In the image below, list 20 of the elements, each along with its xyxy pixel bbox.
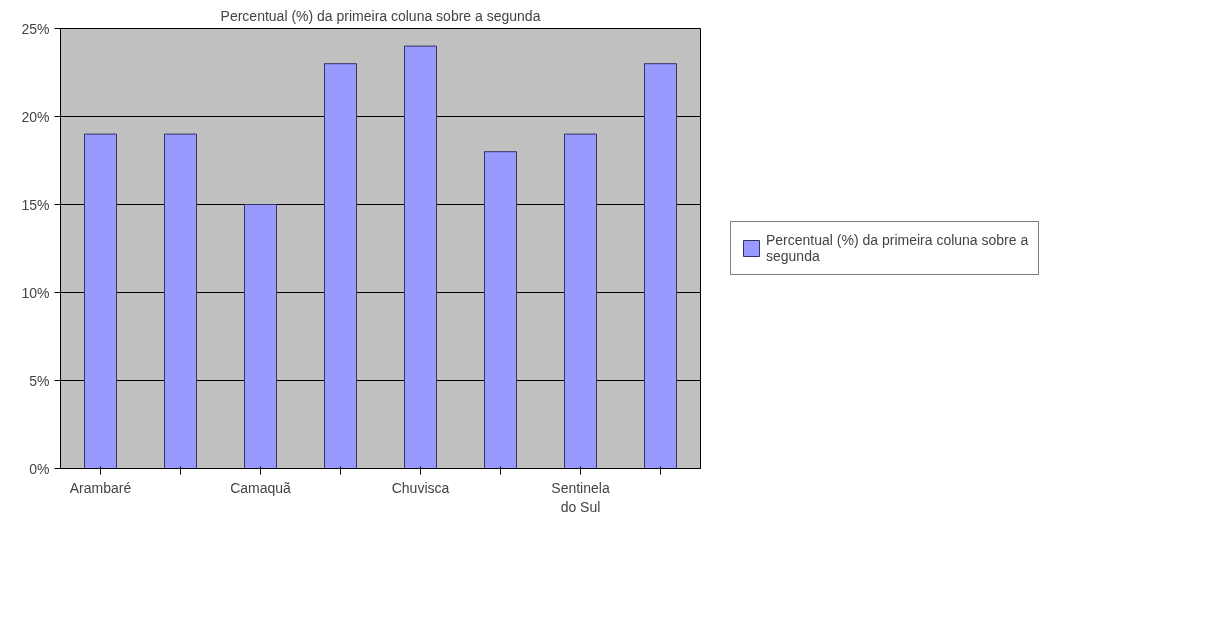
bar (564, 133, 597, 469)
bar (404, 45, 437, 469)
chart-title: Percentual (%) da primeira coluna sobre a segunda (220, 7, 541, 24)
y-tick-label: 25% (21, 20, 50, 37)
bar (324, 63, 357, 469)
y-tick-label: 10% (21, 284, 50, 301)
y-tick-label: 0% (29, 460, 50, 477)
legend-label: Percentual (%) da primeira coluna sobre a segunda (766, 232, 1029, 264)
x-tick-label: Camaquã (230, 479, 292, 496)
x-tick-label: Arambaré (69, 479, 132, 496)
x-tick-label: Chuvisca (391, 479, 450, 496)
x-tick-label: Sentinela do Sul (551, 479, 610, 515)
y-tick-label: 15% (21, 196, 50, 213)
bar (244, 204, 277, 469)
bar (164, 133, 197, 469)
bar (644, 63, 677, 469)
y-tick-label: 20% (21, 108, 50, 125)
bar (84, 133, 117, 469)
y-tick-label: 5% (29, 372, 50, 389)
bar (484, 151, 517, 469)
